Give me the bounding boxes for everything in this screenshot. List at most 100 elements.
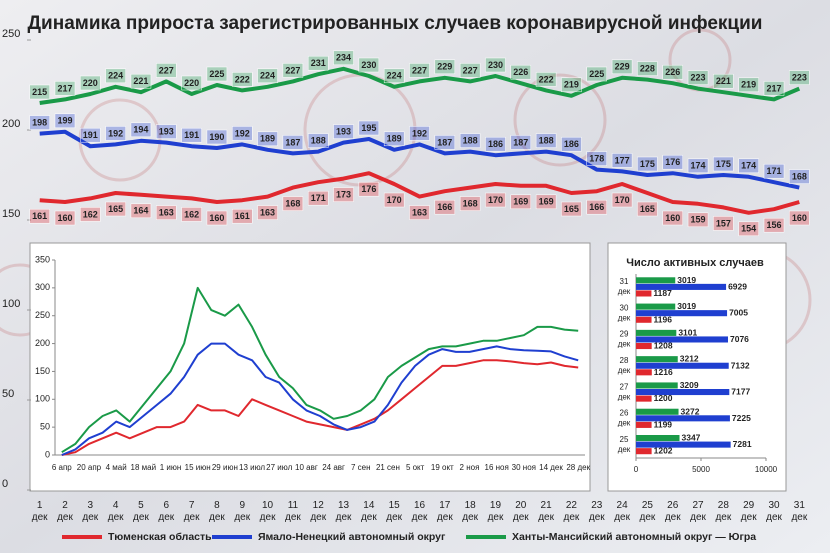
- x-tick-label: 28 дек: [566, 463, 590, 472]
- data-label-box: [662, 210, 683, 226]
- data-label-box: [29, 84, 50, 100]
- data-label: 194: [133, 125, 148, 135]
- data-label: 174: [741, 161, 756, 171]
- data-label: 192: [108, 128, 123, 138]
- data-label-box: [637, 61, 658, 76]
- y-tick-label: 27 дек: [618, 382, 631, 401]
- x-tick-label: 24 авг: [322, 463, 345, 472]
- data-label-box: [459, 63, 481, 78]
- data-label: 160: [57, 213, 72, 223]
- bar: [636, 421, 652, 428]
- x-tick-label: 19 дек: [488, 500, 504, 523]
- y-tick-label: 0: [2, 478, 8, 490]
- x-tick-label: 6 дек: [158, 500, 174, 523]
- data-label: 165: [108, 204, 123, 214]
- inset-line-panel: [29, 242, 591, 492]
- bar: [636, 382, 678, 389]
- bar: [636, 362, 729, 369]
- y-tick-label: 350: [35, 254, 50, 264]
- data-label-box: [333, 187, 354, 202]
- x-tick-label: 9 дек: [234, 500, 250, 523]
- data-label-box: [282, 135, 304, 150]
- data-label-box: [763, 217, 785, 233]
- x-tick-label: 23 дек: [589, 500, 605, 523]
- data-label: 189: [260, 134, 275, 144]
- data-label: 1187: [653, 288, 672, 298]
- y-tick-label: 100: [35, 394, 50, 404]
- data-label: 192: [235, 128, 250, 138]
- x-tick-label: 11 дек: [285, 500, 301, 523]
- data-label: 1200: [654, 393, 673, 403]
- x-tick-label: 1 дек: [32, 500, 48, 523]
- x-tick-label: 10 дек: [260, 500, 276, 523]
- x-tick-label: 2 ноя: [460, 463, 480, 472]
- x-tick-label: 1 июн: [160, 463, 182, 472]
- x-tick-label: 30 ноя: [512, 463, 536, 472]
- series-line: [39, 171, 800, 215]
- legend-label: Ямало-Ненецкий автономный округ: [258, 531, 446, 543]
- data-label: 191: [184, 130, 199, 140]
- data-label-box: [586, 66, 608, 82]
- x-tick-label: 13 июл: [239, 463, 265, 472]
- x-tick-label: 21 дек: [538, 500, 554, 523]
- x-tick-label: 16 дек: [412, 500, 428, 523]
- data-label: 234: [336, 53, 351, 63]
- data-label-box: [561, 77, 582, 93]
- x-tick-label: 15 июн: [185, 463, 211, 472]
- data-label-box: [409, 205, 430, 220]
- data-label-box: [181, 127, 202, 143]
- x-tick-label: 25 дек: [640, 500, 656, 523]
- x-tick-label: 16 ноя: [485, 463, 509, 472]
- data-label: 222: [235, 74, 250, 84]
- y-tick-label: 250: [2, 28, 20, 40]
- data-label-box: [156, 124, 177, 139]
- data-label-box: [510, 135, 532, 150]
- bar: [636, 415, 730, 422]
- data-label-box: [231, 72, 253, 87]
- data-label-box: [181, 75, 202, 91]
- data-label-box: [231, 208, 253, 224]
- data-label-box: [231, 126, 253, 141]
- x-tick-label: 24 дек: [614, 500, 630, 523]
- data-label: 168: [285, 198, 300, 208]
- data-label-box: [105, 201, 126, 217]
- data-label: 154: [741, 224, 756, 234]
- data-label: 219: [564, 80, 579, 90]
- x-tick-label: 20 дек: [513, 500, 529, 523]
- x-tick-label: 31 дек: [791, 500, 807, 523]
- x-tick-label: 19 окт: [431, 463, 454, 472]
- data-label-box: [257, 131, 278, 147]
- data-label: 189: [387, 134, 402, 144]
- data-label-box: [738, 77, 759, 93]
- bar: [636, 277, 676, 284]
- data-label: 164: [133, 206, 148, 216]
- y-tick-label: 28 дек: [618, 356, 631, 375]
- data-label-box: [206, 210, 228, 226]
- data-label: 3019: [677, 275, 696, 285]
- data-label-box: [358, 57, 380, 73]
- data-label: 176: [665, 157, 680, 167]
- y-tick-label: 100: [2, 298, 20, 310]
- chart-title: Динамика прироста зарегистрированных слу…: [28, 13, 763, 34]
- data-label: 188: [539, 135, 554, 145]
- x-tick-label: 5 окт: [406, 463, 425, 472]
- data-label: 157: [716, 218, 731, 228]
- data-label-box: [383, 192, 405, 208]
- data-label-box: [662, 64, 683, 80]
- data-label: 193: [159, 126, 174, 136]
- bar: [636, 303, 676, 310]
- data-label-box: [206, 129, 228, 145]
- data-label: 230: [488, 60, 503, 70]
- bar: [636, 441, 731, 448]
- data-label: 163: [412, 207, 427, 217]
- data-label-box: [789, 210, 810, 226]
- x-tick-label: 29 июн: [212, 463, 238, 472]
- x-tick-label: 7 сен: [351, 463, 371, 472]
- data-label: 171: [767, 166, 782, 176]
- data-label-box: [130, 122, 152, 138]
- y-tick-label: 250: [35, 310, 50, 320]
- data-label-box: [54, 210, 76, 226]
- data-label: 199: [57, 116, 72, 126]
- data-label: 222: [539, 74, 554, 84]
- data-label-box: [510, 64, 532, 80]
